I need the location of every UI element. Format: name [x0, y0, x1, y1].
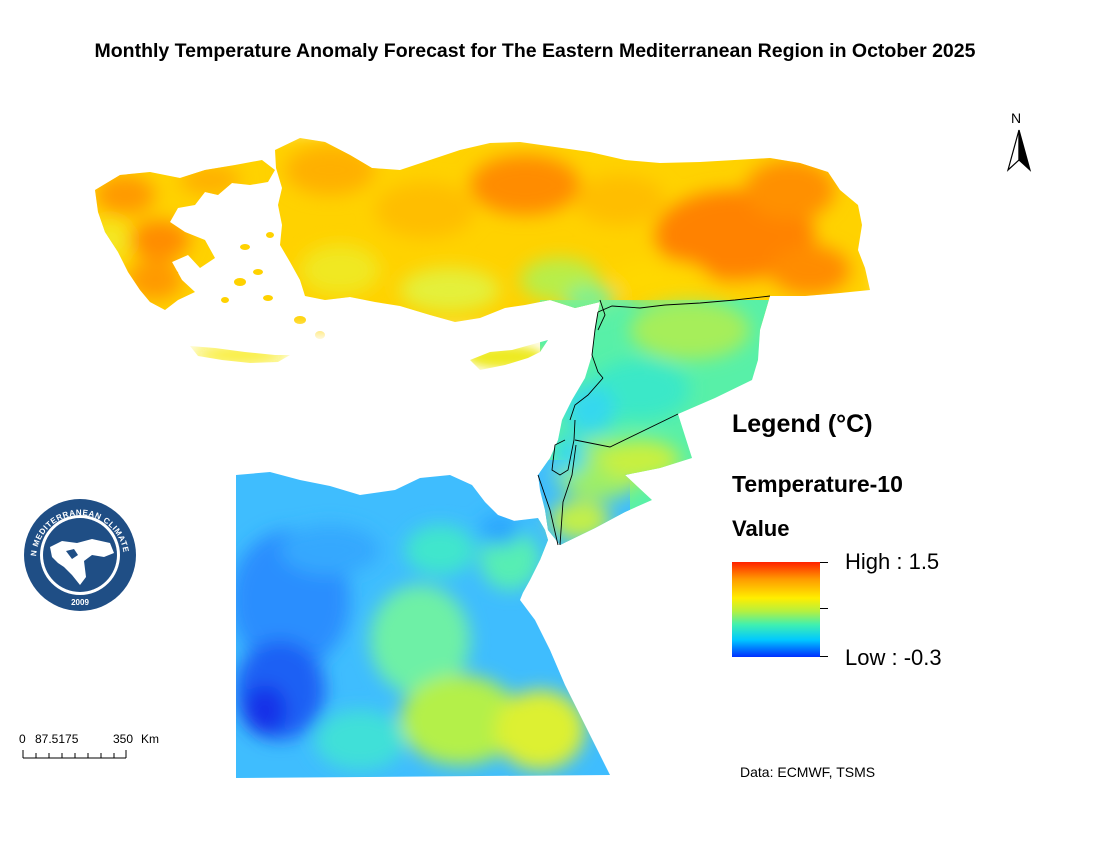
scale-label-2: 350 [113, 732, 134, 746]
legend-tick-mid [820, 608, 828, 609]
legend-title: Legend (°C) [732, 410, 873, 438]
scale-unit: Km [141, 732, 159, 746]
north-label: N [1011, 110, 1022, 126]
legend-low-label: Low : -0.3 [845, 645, 942, 670]
emcc-logo: EASTERN MEDITERRANEAN CLIMATE CENTRE 200… [22, 497, 136, 611]
scale-label-1: 87.5175 [35, 732, 79, 746]
legend-tick-high [820, 562, 828, 563]
legend-high-label: High : 1.5 [845, 549, 940, 574]
legend-layer-name: Temperature-10 [732, 471, 903, 497]
legend-tick-low [820, 656, 828, 657]
data-credit: Data: ECMWF, TSMS [740, 764, 876, 780]
legend-color-ramp [732, 562, 820, 657]
scale-label-0: 0 [19, 732, 26, 746]
map-title: Monthly Temperature Anomaly Forecast for… [94, 40, 976, 62]
scale-bar [22, 750, 127, 759]
legend-field-name: Value [732, 516, 790, 541]
north-arrow-icon [1006, 129, 1032, 172]
logo-year: 2009 [71, 598, 89, 607]
